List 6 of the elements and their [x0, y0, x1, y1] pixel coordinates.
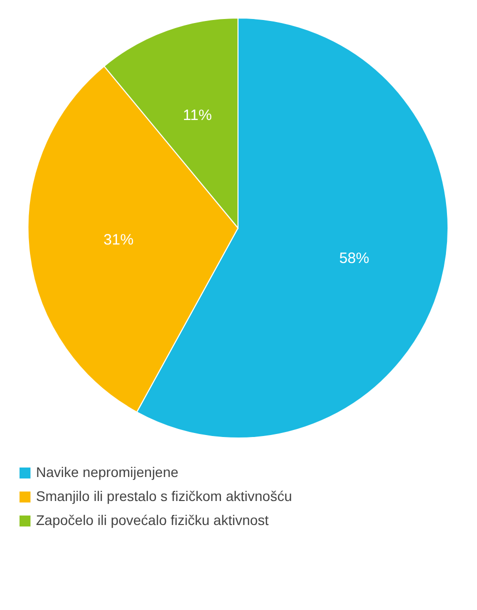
legend-label: Smanjilo ili prestalo s fizičkom aktivnošću — [36, 488, 292, 504]
data-label: 58% — [339, 250, 370, 267]
data-label: 31% — [104, 231, 134, 248]
legend-label: Navike nepromijenjene — [36, 464, 179, 480]
data-label: 11% — [182, 107, 212, 124]
legend-label: Započelo ili povećalo fizičku aktivnost — [36, 512, 269, 528]
